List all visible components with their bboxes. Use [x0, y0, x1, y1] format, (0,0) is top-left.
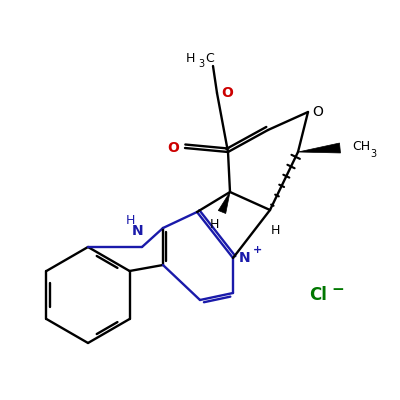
- Text: N: N: [239, 251, 251, 265]
- Text: N: N: [132, 224, 144, 238]
- Text: 3: 3: [370, 149, 376, 159]
- Text: O: O: [167, 141, 179, 155]
- Text: Cl: Cl: [309, 286, 327, 304]
- Polygon shape: [298, 143, 340, 153]
- Text: H: H: [186, 52, 195, 64]
- Text: H: H: [125, 214, 135, 228]
- Text: +: +: [252, 245, 262, 255]
- Text: O: O: [221, 86, 233, 100]
- Text: CH: CH: [352, 140, 370, 152]
- Text: −: −: [332, 282, 344, 296]
- Text: O: O: [312, 105, 324, 119]
- Text: C: C: [205, 52, 214, 64]
- Polygon shape: [218, 192, 230, 214]
- Text: H: H: [209, 218, 219, 230]
- Text: 3: 3: [198, 59, 204, 69]
- Text: H: H: [270, 224, 280, 236]
